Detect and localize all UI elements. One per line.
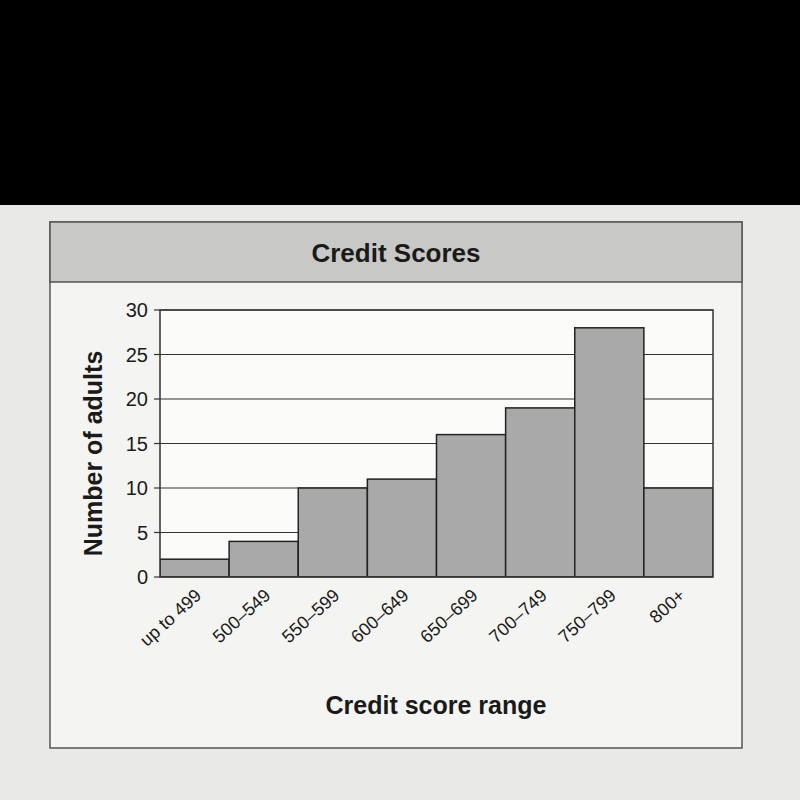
bars (160, 328, 713, 577)
tick-mark (154, 309, 160, 310)
tick-mark (154, 398, 160, 399)
x-tick-label: 800+ (646, 585, 690, 627)
tick-mark (154, 487, 160, 488)
title-bar (50, 222, 742, 282)
bar (644, 488, 713, 577)
x-tick-label: 500–549 (209, 585, 274, 647)
bar (575, 328, 644, 577)
y-tick-label: 15 (126, 433, 148, 455)
y-axis-label: Number of adults (79, 351, 107, 557)
y-tick-label: 30 (126, 299, 148, 321)
x-tick-label: 550–599 (278, 585, 343, 647)
y-tick-label: 10 (126, 477, 148, 499)
bar (506, 408, 575, 577)
bar (437, 435, 506, 577)
bar (229, 541, 298, 577)
tick-mark (154, 532, 160, 533)
y-tick-label: 20 (126, 388, 148, 410)
x-tick-label: up to 499 (136, 585, 205, 650)
plot-background (160, 310, 713, 577)
y-tick-label: 0 (137, 566, 148, 588)
y-tick-label: 25 (126, 344, 148, 366)
x-tick-label: 750–799 (555, 585, 620, 647)
title: Credit Scores (311, 238, 480, 268)
x-tick-label: 600–649 (347, 585, 412, 647)
panel (50, 222, 742, 748)
tick-mark (154, 576, 160, 577)
x-tick-label: 650–699 (416, 585, 481, 647)
y-tick-label: 5 (137, 522, 148, 544)
tick-mark (154, 354, 160, 355)
x-axis-label: Credit score range (326, 691, 547, 719)
x-tick-label: 700–749 (485, 585, 550, 647)
tick-mark (154, 443, 160, 444)
bar (298, 488, 367, 577)
bar (160, 559, 229, 577)
bar (367, 479, 436, 577)
plot-frame (160, 310, 713, 577)
chart: Credit Scores 0 5 10 15 20 25 30 up to 499500–54… (0, 0, 800, 800)
